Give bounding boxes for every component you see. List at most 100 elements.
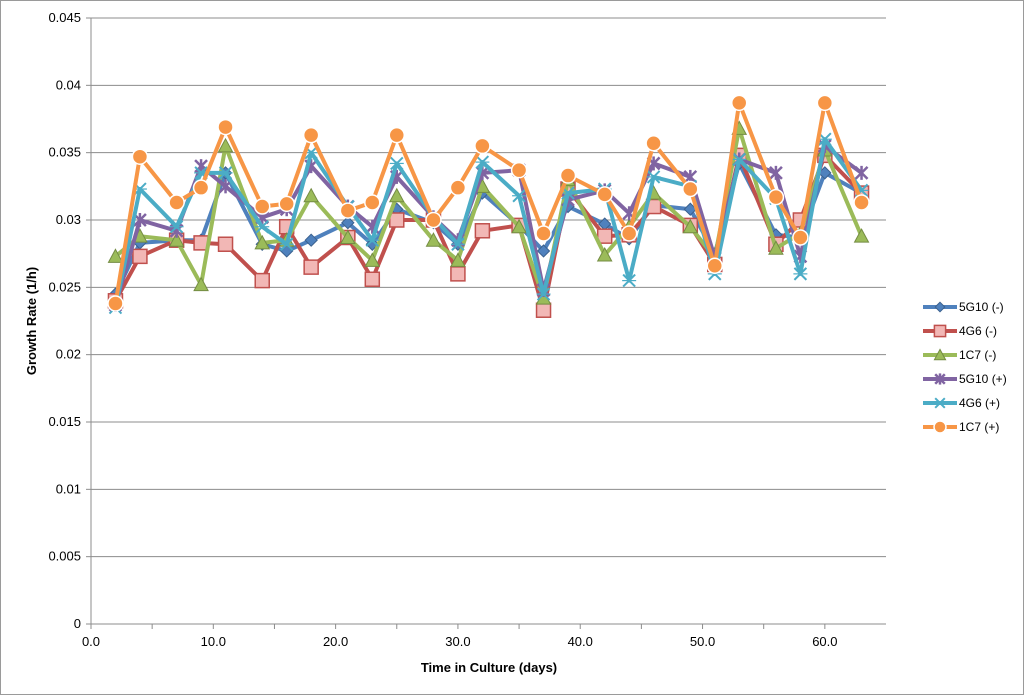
- data-point: [682, 218, 699, 234]
- data-point: [730, 94, 748, 112]
- legend-marker: [933, 324, 947, 338]
- data-point: [340, 229, 356, 245]
- data-point: [768, 240, 784, 255]
- data-point: [388, 126, 406, 144]
- data-point: [511, 218, 527, 234]
- data-point: [706, 257, 724, 275]
- data-point: [131, 148, 149, 165]
- y-tick-label: 0.015: [48, 414, 81, 429]
- series-layer: [107, 94, 870, 318]
- data-point: [536, 287, 551, 301]
- x-tick-label: 50.0: [690, 634, 715, 649]
- data-point: [254, 234, 271, 250]
- data-point: [217, 118, 234, 136]
- data-point: [279, 237, 294, 251]
- data-point: [622, 273, 637, 288]
- x-axis-title: Time in Culture (days): [421, 660, 557, 675]
- data-point: [769, 165, 783, 180]
- x-tick-label: 0.0: [82, 634, 100, 649]
- data-point: [535, 302, 552, 318]
- x-tick-label: 30.0: [445, 634, 470, 649]
- data-point: [510, 161, 528, 179]
- data-point: [854, 165, 869, 180]
- data-point: [389, 212, 405, 228]
- data-point: [536, 244, 551, 258]
- data-point: [303, 259, 319, 275]
- legend-marker: [934, 397, 946, 409]
- data-point: [169, 220, 184, 234]
- data-point: [168, 194, 185, 211]
- data-point: [107, 295, 124, 312]
- data-point: [304, 233, 318, 247]
- legend-label: 5G10 (+): [959, 372, 1007, 386]
- legend-marker: [934, 373, 946, 385]
- y-tick-label: 0.02: [56, 347, 81, 362]
- data-point: [645, 134, 662, 152]
- data-point: [450, 266, 466, 282]
- legend-item: 4G6 (+): [923, 396, 1000, 410]
- y-tick-label: 0.03: [56, 212, 81, 227]
- data-point: [853, 228, 870, 243]
- data-point: [365, 233, 380, 247]
- data-point: [364, 252, 381, 267]
- legend-label: 1C7 (-): [959, 348, 996, 362]
- y-tick-label: 0: [74, 616, 81, 631]
- data-point: [255, 220, 270, 234]
- data-point: [364, 194, 381, 211]
- legend-marker: [933, 348, 947, 361]
- legend-label: 1C7 (+): [959, 420, 999, 434]
- data-point: [792, 229, 809, 246]
- data-point: [535, 225, 552, 242]
- legend: 5G10 (-) 4G6 (-) 1C7 (-) 5G10 (+) 4G6 (+) 1C7…: [923, 300, 1007, 434]
- legend-item: 1C7 (+): [923, 420, 999, 434]
- grid-lines: [86, 17, 886, 625]
- legend-marker: [933, 420, 947, 434]
- data-point: [767, 188, 785, 206]
- data-point: [449, 179, 467, 196]
- y-tick-label: 0.01: [56, 481, 81, 496]
- data-point: [474, 223, 491, 239]
- data-point: [339, 202, 357, 219]
- legend-item: 1C7 (-): [923, 348, 996, 362]
- legend-item: 4G6 (-): [923, 324, 997, 338]
- data-point: [132, 248, 148, 265]
- legend-label: 4G6 (+): [959, 396, 1000, 410]
- data-point: [853, 194, 870, 211]
- data-point: [302, 126, 320, 144]
- data-point: [682, 180, 699, 198]
- data-point: [389, 156, 404, 171]
- data-point: [303, 187, 319, 203]
- data-point: [450, 237, 465, 251]
- y-tick-label: 0.025: [48, 279, 81, 294]
- data-point: [793, 267, 808, 281]
- legend-marker: [934, 301, 946, 313]
- legend-item: 5G10 (+): [923, 372, 1007, 386]
- data-point: [192, 179, 210, 196]
- data-point: [512, 189, 527, 203]
- data-point: [218, 166, 233, 180]
- data-point: [425, 232, 442, 247]
- data-point: [425, 211, 442, 229]
- x-tick-label: 60.0: [812, 634, 837, 649]
- series-line: [114, 126, 864, 301]
- data-point: [474, 137, 491, 155]
- data-point: [646, 170, 661, 184]
- y-tick-label: 0.045: [48, 10, 81, 25]
- data-point: [620, 225, 638, 242]
- y-axis-ticks: 0 0.005 0.01 0.015 0.02 0.025 0.03 0.035 0.04 0.0…: [48, 10, 81, 631]
- legend-label: 5G10 (-): [959, 300, 1004, 314]
- data-point: [816, 94, 834, 112]
- x-axis-ticks: 0.0 10.0 20.0 30.0 40.0 50.0 60.0: [82, 624, 838, 649]
- data-point: [450, 252, 466, 267]
- legend-label: 4G6 (-): [959, 324, 997, 338]
- data-point: [596, 186, 613, 203]
- data-point: [596, 246, 613, 262]
- x-tick-label: 10.0: [201, 634, 226, 649]
- y-tick-label: 0.04: [56, 77, 81, 92]
- data-point: [193, 276, 209, 292]
- data-point: [278, 195, 295, 213]
- y-axis-title: Growth Rate (1/h): [24, 267, 39, 375]
- series-2: [107, 120, 870, 305]
